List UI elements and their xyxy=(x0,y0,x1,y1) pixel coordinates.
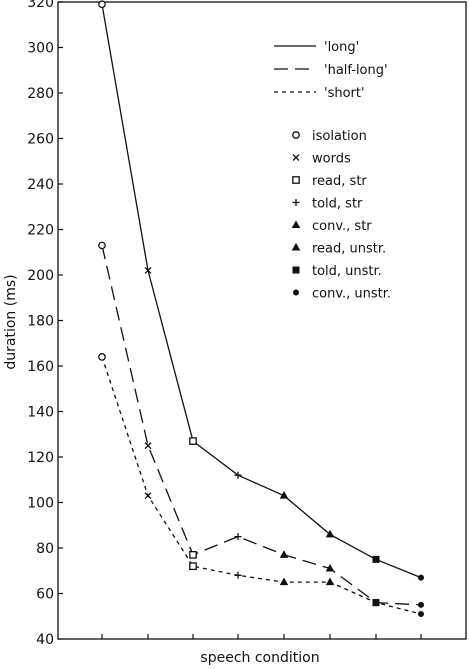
marker-plus xyxy=(292,199,300,206)
marker-x xyxy=(144,492,152,500)
x-axis xyxy=(101,634,422,639)
marker-circle-open xyxy=(98,353,106,361)
marker-plus xyxy=(234,571,242,579)
y-axis-label: duration (ms) xyxy=(3,274,19,369)
legend-marker-label: conv., unstr. xyxy=(312,287,391,302)
y-tick-label: 120 xyxy=(27,450,54,466)
y-tick-label: 100 xyxy=(27,496,54,512)
marker-x xyxy=(292,154,300,161)
marker-circle-open xyxy=(98,241,106,250)
legend-marker-label: conv., str xyxy=(312,219,372,234)
marker-triangle xyxy=(325,577,335,586)
marker-square-open xyxy=(189,562,197,571)
y-tick-label: 200 xyxy=(27,268,54,284)
marker-square-filled xyxy=(372,599,380,607)
marker-dot xyxy=(418,601,424,608)
series-line xyxy=(101,245,422,606)
legend-line-label: 'short' xyxy=(324,86,365,101)
y-tick-label: 260 xyxy=(27,132,54,148)
marker-triangle xyxy=(279,550,289,558)
marker-triangle xyxy=(325,563,335,572)
marker-x xyxy=(144,442,152,450)
series-0 xyxy=(98,0,424,581)
legend-marker-label: read, unstr. xyxy=(312,242,386,257)
y-tick-label: 180 xyxy=(27,314,54,330)
plot-frame xyxy=(57,1,467,640)
y-axis: 40 60 80 100 120 140 160 180 200 220 240 260 280 300 3… xyxy=(27,0,63,648)
y-tick-label: 320 xyxy=(27,0,54,11)
legend-marker-label: isolation xyxy=(312,129,367,144)
marker-plus xyxy=(234,533,242,541)
legend-marker-label: read, str xyxy=(312,174,367,189)
marker-triangle xyxy=(291,220,301,228)
marker-triangle xyxy=(291,242,301,251)
y-tick-label: 140 xyxy=(27,405,54,421)
x-axis-label: speech condition xyxy=(200,650,319,666)
marker-plus xyxy=(234,471,242,479)
legend-line-label: 'long' xyxy=(324,40,359,55)
marker-square-open xyxy=(189,437,197,445)
marker-triangle xyxy=(279,491,289,499)
legend-marker-label: words xyxy=(312,152,351,167)
y-tick-label: 240 xyxy=(27,177,54,193)
y-tick-label: 220 xyxy=(27,223,54,239)
y-tick-label: 40 xyxy=(36,632,54,648)
legend-marker-label: told, unstr. xyxy=(312,264,382,279)
marker-triangle xyxy=(325,529,335,538)
marker-triangle xyxy=(279,577,289,586)
legend-marker-label: told, str xyxy=(312,197,363,212)
y-tick-label: 60 xyxy=(36,587,54,603)
marker-circle-open xyxy=(98,0,106,9)
marker-dot xyxy=(418,610,424,617)
legend-line-label: 'half-long' xyxy=(324,63,388,78)
y-tick-label: 80 xyxy=(36,541,54,557)
series-line xyxy=(101,356,422,615)
series-line xyxy=(101,4,422,579)
y-tick-label: 280 xyxy=(27,86,54,102)
plot-border xyxy=(57,1,467,640)
marker-square-open xyxy=(189,550,197,559)
marker-square-filled xyxy=(372,555,380,563)
series-2 xyxy=(98,353,424,617)
y-tick-label: 300 xyxy=(27,41,54,57)
marker-square-open xyxy=(292,176,300,184)
marker-circle-open xyxy=(292,131,300,139)
y-tick-label: 160 xyxy=(27,359,54,375)
marker-x xyxy=(144,266,152,274)
marker-square-filled xyxy=(292,266,300,274)
marker-dot xyxy=(293,289,299,296)
legend: 'long' 'half-long' 'short' isolation words re… xyxy=(274,40,391,302)
marker-dot xyxy=(418,574,424,581)
series-layer xyxy=(98,0,424,617)
